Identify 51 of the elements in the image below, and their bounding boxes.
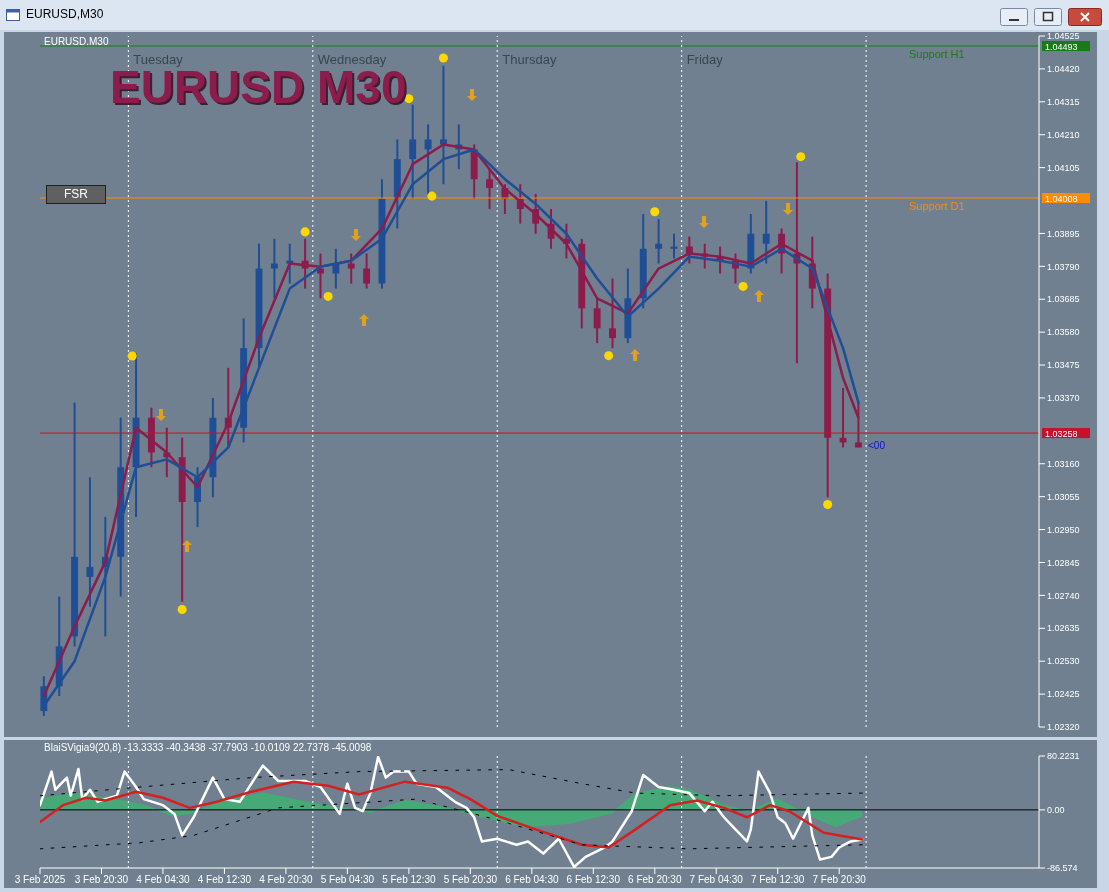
x-tick-label: 4 Feb 04:30 bbox=[136, 874, 191, 886]
y-tick-label: 1.02845 bbox=[1047, 557, 1080, 568]
ref-line-label: Support D1 bbox=[909, 200, 965, 213]
y-tick-label: 1.03160 bbox=[1047, 458, 1080, 469]
y-tick-label: 1.02950 bbox=[1047, 524, 1080, 535]
x-tick-label: 6 Feb 12:30 bbox=[566, 874, 621, 886]
y-tick-label: 1.02740 bbox=[1047, 590, 1080, 601]
x-tick-label: 3 Feb 2025 bbox=[14, 874, 66, 886]
y-tick-label: 1.04210 bbox=[1047, 129, 1080, 140]
y-tick-label: 1.04420 bbox=[1047, 64, 1080, 75]
y-tick-label: 80.2231 bbox=[1047, 751, 1080, 762]
y-tick-label: -86.574 bbox=[1047, 863, 1078, 874]
x-tick-label: 5 Feb 20:30 bbox=[443, 874, 498, 886]
annotation: EURUSD.M30 bbox=[44, 36, 109, 47]
x-tick-label: 5 Feb 12:30 bbox=[382, 874, 436, 886]
x-tick-label: 3 Feb 20:30 bbox=[74, 874, 129, 886]
annotation: FSR bbox=[46, 185, 106, 204]
text: 1.03258 bbox=[1045, 428, 1078, 439]
x-tick-label: 4 Feb 20:30 bbox=[259, 874, 314, 886]
annotation: <00 bbox=[868, 440, 885, 451]
x-tick-label: 7 Feb 12:30 bbox=[751, 874, 805, 886]
ref-line-label: Tuesday bbox=[133, 52, 184, 67]
text: 1.04008 bbox=[1045, 193, 1078, 204]
y-tick-label: 1.02425 bbox=[1047, 689, 1080, 700]
x-tick-label: 7 Feb 20:30 bbox=[812, 874, 867, 886]
y-tick-label: 1.02635 bbox=[1047, 623, 1080, 634]
y-tick-label: 1.03370 bbox=[1047, 393, 1080, 404]
ref-line-label: Support H1 bbox=[909, 48, 965, 61]
ref-line-label: Thursday bbox=[502, 52, 557, 67]
x-tick-label: 7 Feb 04:30 bbox=[689, 874, 744, 886]
y-tick-label: 1.03475 bbox=[1047, 360, 1080, 371]
y-tick-label: 1.03055 bbox=[1047, 491, 1080, 502]
y-tick-label: 1.04315 bbox=[1047, 97, 1080, 107]
y-tick-label: 1.03580 bbox=[1047, 327, 1080, 338]
ref-line-label: Wednesday bbox=[317, 52, 387, 67]
chart-title: BlaiSVigia9(20,8) -13.3333 -40.3438 -37.7903 -10.0109 22.7378 -45.0098 bbox=[44, 742, 372, 753]
y-tick-label: 1.03685 bbox=[1047, 294, 1080, 305]
y-tick-label: 1.04105 bbox=[1047, 162, 1080, 173]
text: 1.04493 bbox=[1045, 41, 1078, 52]
y-tick-label: 1.03895 bbox=[1047, 228, 1080, 239]
y-tick-label: 1.02320 bbox=[1047, 722, 1080, 733]
x-tick-label: 4 Feb 12:30 bbox=[197, 874, 252, 886]
y-tick-label: 1.03790 bbox=[1047, 261, 1080, 272]
text: EURUSD,M30 bbox=[26, 7, 104, 21]
x-tick-label: 5 Feb 04:30 bbox=[320, 874, 375, 886]
y-tick-label: 1.04525 bbox=[1047, 31, 1080, 42]
x-tick-label: 6 Feb 04:30 bbox=[505, 874, 559, 886]
x-tick-label: 6 Feb 20:30 bbox=[628, 874, 682, 886]
y-tick-label: 1.02530 bbox=[1047, 656, 1080, 667]
ref-line-label: Friday bbox=[686, 52, 724, 67]
y-tick-label: 0.00 bbox=[1047, 805, 1065, 816]
